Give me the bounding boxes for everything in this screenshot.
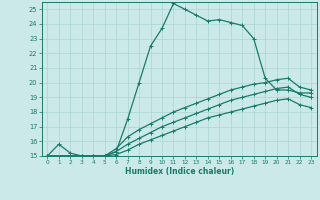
X-axis label: Humidex (Indice chaleur): Humidex (Indice chaleur) [124, 167, 234, 176]
